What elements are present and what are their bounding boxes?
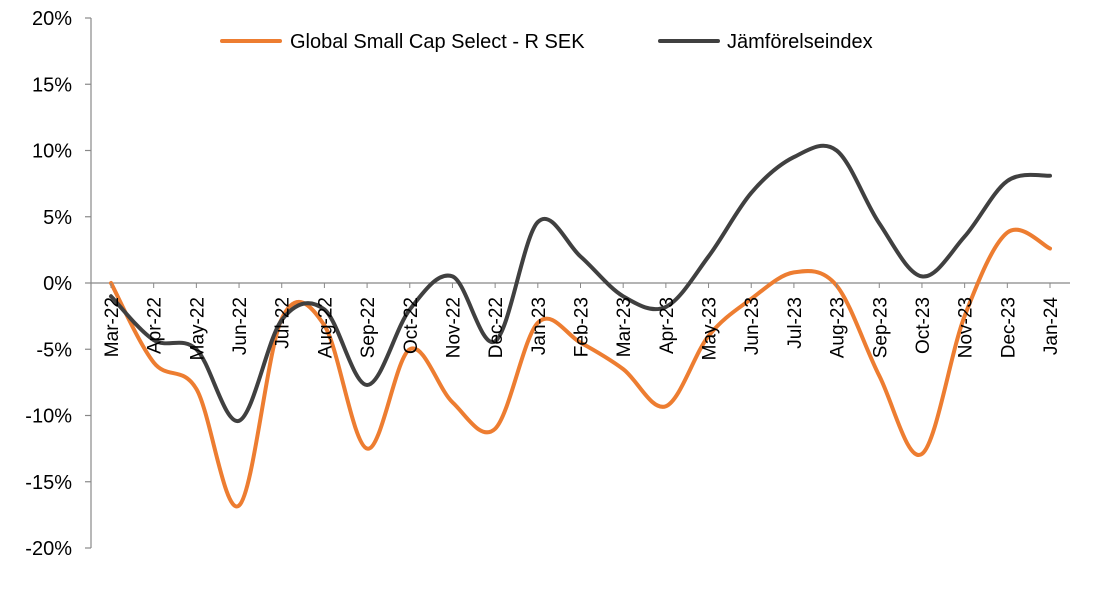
x-axis-tick-label: Sep-22 (358, 297, 379, 358)
legend-item-benchmark: Jämförelseindex (658, 31, 873, 53)
x-axis-tick-label: Jan-23 (529, 297, 550, 355)
x-axis-tick-labels: Mar-22 Apr-22 May-22 Jun-22 Jul-22 Aug-22 Sep-… (102, 283, 1062, 360)
legend-label: Jämförelseindex (727, 31, 873, 53)
legend-item-fund: Global Small Cap Select - R SEK (220, 31, 585, 53)
y-axis-tick-label: 15% (32, 74, 72, 96)
y-axis-tick-label: 10% (32, 141, 72, 163)
x-axis-tick-label: Jan-24 (1041, 297, 1062, 356)
x-axis-tick-label: Jul-23 (785, 297, 806, 349)
x-axis-tick-label: May-23 (700, 297, 721, 360)
x-axis-tick-label: Oct-22 (401, 297, 422, 354)
x-axis-tick-label: Aug-22 (315, 297, 336, 358)
x-axis-tick-label: Nov-22 (443, 297, 464, 358)
x-axis-tick-label: Jun-22 (230, 297, 251, 355)
series-lines (109, 143, 1052, 509)
x-axis-tick-label: Jul-22 (273, 297, 294, 349)
x-axis-tick-label: Dec-22 (486, 297, 507, 358)
y-axis-tick-label: 5% (43, 207, 72, 229)
x-axis-tick-label: Mar-22 (102, 297, 123, 357)
x-axis-tick-label: Dec-23 (998, 297, 1019, 358)
x-axis-tick-label: Sep-23 (870, 297, 891, 358)
x-axis-tick-label: Oct-23 (913, 297, 934, 354)
legend-label: Global Small Cap Select - R SEK (290, 31, 585, 53)
x-axis-tick-label: Feb-23 (572, 297, 593, 357)
y-axis-tick-label: -5% (36, 339, 72, 361)
x-axis-tick-label: Mar-23 (614, 297, 635, 357)
legend: Global Small Cap Select - R SEK Jämförels… (220, 31, 873, 53)
y-axis-tick-label: 0% (43, 273, 72, 295)
x-axis-tick-label: Jun-23 (742, 297, 763, 355)
y-axis-tick-label: -10% (25, 406, 72, 428)
y-axis-tick-label: 20% (32, 8, 72, 30)
series-line-fund (109, 227, 1052, 509)
y-axis-tick-labels: 20% 15% 10% 5% 0% -5% -10% -15% -20% (25, 8, 91, 560)
x-axis-tick-label: Aug-23 (828, 297, 849, 358)
x-axis-tick-label: Apr-23 (657, 297, 678, 354)
series-line-benchmark (109, 143, 1052, 423)
x-axis-tick-label: Nov-23 (956, 297, 977, 358)
y-axis-tick-label: -15% (25, 472, 72, 494)
x-axis-tick-label: May-22 (187, 297, 208, 360)
y-axis-tick-label: -20% (25, 538, 72, 560)
x-axis-tick-label: Apr-22 (145, 297, 166, 354)
